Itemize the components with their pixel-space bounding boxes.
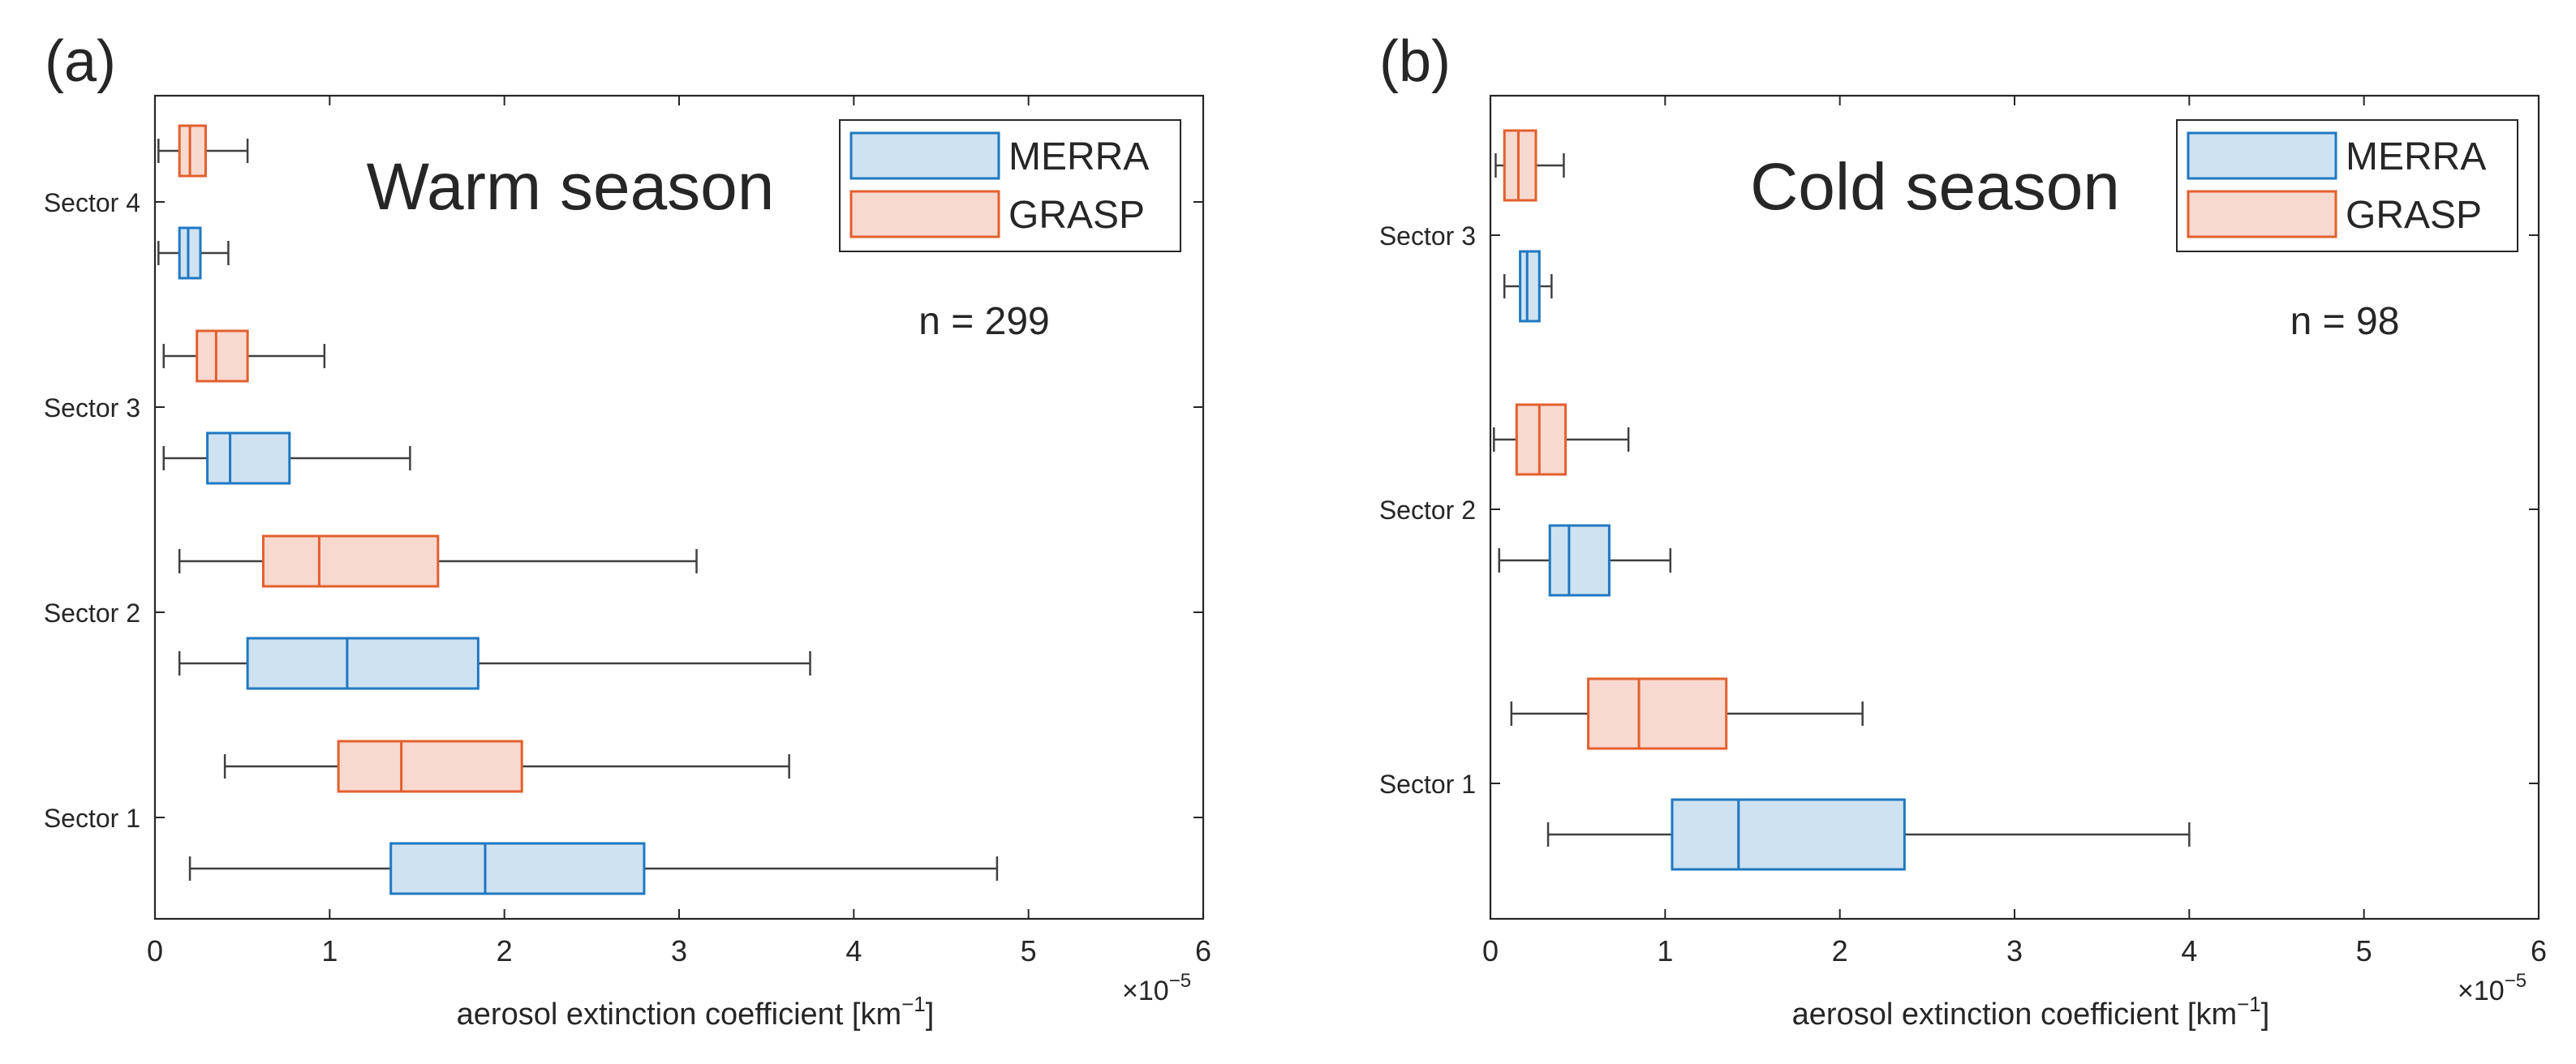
box-grasp-sector-1 <box>1510 677 1864 750</box>
box-iqr <box>389 842 646 895</box>
x-tick-label: 1 <box>321 934 338 967</box>
box-iqr <box>262 534 440 588</box>
y-tick-label: Sector 2 <box>1379 496 1476 525</box>
box-grasp-sector-2 <box>178 534 698 588</box>
y-tick-label: Sector 2 <box>44 598 140 628</box>
legend-swatch-grasp <box>849 190 1000 238</box>
box-grasp-sector-3 <box>1494 129 1565 202</box>
legend-label-merra: MERRA <box>1008 135 1149 178</box>
x-axis-label: aerosol extinction coefficient [km−1] <box>457 992 935 1032</box>
y-tick-label: Sector 4 <box>44 188 140 217</box>
box-iqr <box>246 637 480 690</box>
legend: MERRA GRASP <box>2176 119 2518 252</box>
legend-swatch-grasp <box>2187 190 2337 238</box>
x-tick-label: 4 <box>2181 934 2197 967</box>
x-axis-exponent: ×10−5 <box>2458 970 2527 1006</box>
box-iqr <box>178 226 202 280</box>
x-axis-label-tail: ] <box>2261 998 2270 1032</box>
legend-label-merra: MERRA <box>2346 135 2486 178</box>
box-merra-sector-2 <box>1498 524 1672 597</box>
x-tick-label: 0 <box>147 934 163 967</box>
box-grasp-sector-2 <box>1493 403 1630 476</box>
x-axis-label-tail: ] <box>926 998 935 1032</box>
x-axis-label-main: aerosol extinction coefficient [km <box>457 998 901 1032</box>
box-iqr <box>196 329 249 383</box>
box-iqr <box>178 124 207 178</box>
legend-label-grasp: GRASP <box>2346 194 2482 237</box>
box-merra-sector-3 <box>162 431 411 485</box>
y-tick-label: Sector 1 <box>44 804 140 833</box>
x-axis-label-main: aerosol extinction coefficient [km <box>1792 998 2237 1032</box>
sample-size-label: n = 299 <box>918 300 1049 343</box>
x-axis-exponent: ×10−5 <box>1122 970 1191 1006</box>
box-iqr <box>1519 250 1541 323</box>
x-axis-label-sup: −1 <box>2237 992 2261 1016</box>
x-tick-label: 5 <box>2356 934 2372 967</box>
box-iqr <box>1515 403 1568 476</box>
box-iqr <box>206 431 291 485</box>
panel-a: 0 1 2 3 4 5 6 Sector 1 Sector 2 Sector 3 Sector 4 (… <box>44 29 1211 1032</box>
sample-size-label: n = 98 <box>2290 300 2400 343</box>
box-iqr <box>1548 524 1611 597</box>
box-iqr <box>1587 677 1728 750</box>
panel-b: 0 1 2 3 4 5 6 Sector 1 Sector 2 Sector 3 (b) Cold s… <box>1379 29 2547 1032</box>
box-merra-sector-2 <box>178 637 811 690</box>
box-merra-sector-1 <box>1546 798 2191 871</box>
box-grasp-sector-1 <box>223 740 790 793</box>
box-merra-sector-4 <box>157 226 230 280</box>
x-tick-label: 6 <box>1195 934 1211 967</box>
x-tick-label: 5 <box>1021 934 1037 967</box>
legend-label-grasp: GRASP <box>1008 194 1145 237</box>
x-axis-label: aerosol extinction coefficient [km−1] <box>1792 992 2270 1032</box>
x-axis-exponent-power: −5 <box>2505 970 2527 992</box>
x-tick-label: 2 <box>1832 934 1848 967</box>
box-merra-sector-3 <box>1503 250 1553 323</box>
panel-title: Cold season <box>1750 150 2120 224</box>
x-tick-label: 3 <box>671 934 687 967</box>
panel-letter: (a) <box>45 29 116 94</box>
y-tick-label: Sector 1 <box>1379 770 1476 799</box>
box-grasp-sector-4 <box>157 124 249 178</box>
x-tick-label: 2 <box>497 934 513 967</box>
panel-title: Warm season <box>367 150 775 224</box>
box-grasp-sector-3 <box>162 329 326 383</box>
y-tick-label: Sector 3 <box>1379 221 1476 251</box>
legend: MERRA GRASP <box>839 119 1181 252</box>
panel-letter: (b) <box>1379 29 1451 94</box>
y-tick-label: Sector 3 <box>44 393 140 423</box>
x-axis-exponent-base: ×10 <box>2458 976 2505 1006</box>
x-tick-label: 3 <box>2006 934 2023 967</box>
x-tick-label: 6 <box>2531 934 2547 967</box>
box-iqr <box>337 740 523 793</box>
box-iqr <box>1503 129 1537 202</box>
x-axis-label-sup: −1 <box>901 992 926 1016</box>
box-iqr <box>1671 798 1906 871</box>
x-axis-exponent-power: −5 <box>1169 970 1191 992</box>
legend-swatch-merra <box>849 131 1000 180</box>
x-tick-label: 0 <box>1482 934 1499 967</box>
x-axis-exponent-base: ×10 <box>1122 976 1169 1006</box>
x-tick-label: 1 <box>1657 934 1673 967</box>
x-tick-label: 4 <box>845 934 862 967</box>
box-merra-sector-1 <box>188 842 999 895</box>
legend-swatch-merra <box>2187 131 2337 180</box>
